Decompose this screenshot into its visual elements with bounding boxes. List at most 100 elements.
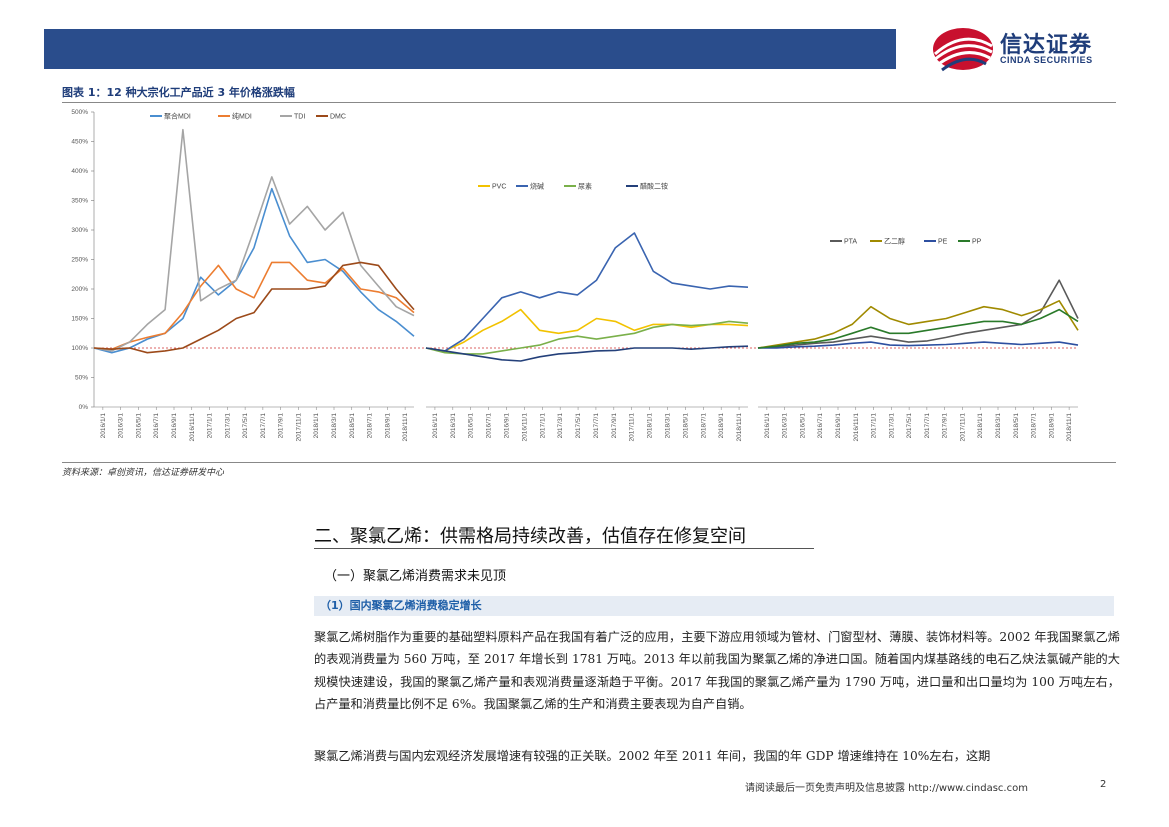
paragraph-1: 聚氯乙烯树脂作为重要的基础塑料原料产品在我国有着广泛的应用，主要下游应用领域为管… [314, 630, 1120, 712]
x-tick-label: 2018/3/1 [665, 413, 672, 439]
footer-disclaimer: 请阅读最后一页免责声明及信息披露 http://www.cindasc.com [745, 783, 1028, 794]
x-tick-label: 2017/11/1 [959, 413, 966, 442]
x-tick-label: 2017/9/1 [942, 413, 949, 439]
sub-subsection-heading: （1）国内聚氯乙烯消费稳定增长 [314, 596, 1114, 616]
series-line [425, 232, 749, 352]
series-line [93, 187, 415, 354]
x-tick-label: 2017/5/1 [906, 413, 913, 439]
x-tick-label: 2018/3/1 [995, 413, 1002, 439]
x-tick-label: 2017/11/1 [629, 413, 636, 442]
x-tick-label: 2018/1/1 [647, 413, 654, 439]
paragraph-2: 聚氯乙烯消费与国内宏观经济发展增速有较强的正关联。2002 年至 2011 年间… [314, 749, 991, 763]
x-tick-label: 2018/9/1 [718, 413, 725, 439]
series-line [93, 128, 415, 352]
figure-title: 图表 1：12 种大宗化工产品近 3 年价格涨跌幅 [62, 86, 295, 99]
legend-label: TDI [294, 114, 305, 121]
x-tick-label: 2016/3/1 [450, 413, 457, 439]
x-tick-label: 2018/5/1 [349, 413, 356, 439]
x-tick-label: 2016/9/1 [835, 413, 842, 439]
legend-label: 尿素 [578, 182, 592, 191]
x-tick-label: 2018/11/1 [1066, 413, 1073, 442]
x-tick-label: 2017/5/1 [575, 413, 582, 439]
x-tick-label: 2016/3/1 [118, 413, 125, 439]
x-tick-label: 2018/5/1 [682, 413, 689, 439]
x-tick-label: 2016/7/1 [817, 413, 824, 439]
y-tick-label: 100% [71, 345, 88, 352]
figure-bottom-rule [62, 462, 1116, 463]
x-tick-label: 2018/11/1 [402, 413, 409, 442]
x-tick-label: 2016/5/1 [468, 413, 475, 439]
x-tick-label: 2017/7/1 [924, 413, 931, 439]
x-tick-label: 2018/7/1 [367, 413, 374, 439]
legend-label: PVC [492, 184, 506, 191]
x-tick-label: 2018/1/1 [977, 413, 984, 439]
series-line [757, 308, 1079, 349]
x-tick-label: 2016/3/1 [782, 413, 789, 439]
x-tick-label: 2016/5/1 [135, 413, 142, 439]
x-tick-label: 2016/9/1 [504, 413, 511, 439]
x-tick-label: 2018/9/1 [1048, 413, 1055, 439]
series-line [757, 279, 1079, 349]
y-tick-label: 350% [71, 198, 88, 205]
x-tick-label: 2016/1/1 [432, 413, 439, 439]
x-tick-label: 2017/7/1 [260, 413, 267, 439]
page-number: 2 [1100, 779, 1107, 790]
legend-label: 纯MDI [232, 112, 252, 121]
figure-top-rule [62, 102, 1116, 103]
legend-label: DMC [330, 114, 346, 121]
price-change-chart: 0% 50% 100% 150% 200% 250% 300% 350% 400% 450% 500… [71, 109, 1079, 442]
x-tick-label: 2016/1/1 [764, 413, 771, 439]
y-tick-label: 200% [71, 286, 88, 293]
y-tick-label: 450% [71, 139, 88, 146]
x-tick-label: 2018/9/1 [384, 413, 391, 439]
section-heading-rule [314, 548, 814, 549]
x-tick-label: 2016/11/1 [853, 413, 860, 442]
series-line [425, 345, 749, 362]
y-tick-label: 500% [71, 109, 88, 116]
legend-label: PTA [844, 239, 857, 246]
x-tick-label: 2016/11/1 [189, 413, 196, 442]
y-tick-label: 50% [75, 375, 88, 382]
cinda-logo-icon [933, 28, 993, 72]
series-line [93, 261, 415, 354]
legend-label: 聚合MDI [164, 112, 191, 121]
subsection-heading: （一）聚氯乙烯消费需求未见顶 [324, 569, 507, 584]
x-tick-label: 2016/7/1 [486, 413, 493, 439]
x-tick-label: 2016/11/1 [521, 413, 528, 442]
x-tick-label: 2017/3/1 [224, 413, 231, 439]
x-tick-label: 2016/1/1 [100, 413, 107, 439]
series-line [425, 320, 749, 355]
x-tick-label: 2017/5/1 [242, 413, 249, 439]
y-tick-label: 150% [71, 316, 88, 323]
y-tick-label: 0% [79, 404, 89, 411]
logo-chinese-text: 信达证券 [1000, 33, 1093, 58]
series-line [425, 308, 749, 352]
legend-label: 烧碱 [530, 182, 544, 191]
x-tick-label: 2017/3/1 [557, 413, 564, 439]
legend-label: 乙二醇 [884, 237, 905, 246]
x-tick-label: 2018/11/1 [736, 413, 743, 442]
x-tick-label: 2017/9/1 [611, 413, 618, 439]
legend-label: PE [938, 239, 948, 246]
x-tick-label: 2016/5/1 [799, 413, 806, 439]
x-tick-label: 2017/11/1 [295, 413, 302, 442]
x-tick-label: 2016/9/1 [171, 413, 178, 439]
x-tick-label: 2016/7/1 [153, 413, 160, 439]
legend-label: PP [972, 239, 982, 246]
x-tick-label: 2017/3/1 [888, 413, 895, 439]
x-tick-label: 2017/9/1 [278, 413, 285, 439]
x-tick-label: 2017/7/1 [593, 413, 600, 439]
x-tick-label: 2018/3/1 [331, 413, 338, 439]
y-tick-label: 400% [71, 168, 88, 175]
x-tick-label: 2017/1/1 [871, 413, 878, 439]
y-tick-label: 250% [71, 257, 88, 264]
figure-source: 资料来源：卓创资讯，信达证券研发中心 [62, 468, 225, 478]
series-line [757, 300, 1079, 349]
x-tick-label: 2018/7/1 [700, 413, 707, 439]
x-tick-label: 2018/1/1 [313, 413, 320, 439]
series-line [758, 341, 1079, 349]
x-tick-label: 2018/7/1 [1031, 413, 1038, 439]
x-tick-label: 2017/1/1 [539, 413, 546, 439]
legend-label: 醋酸二铵 [640, 182, 668, 191]
y-tick-label: 300% [71, 227, 88, 234]
